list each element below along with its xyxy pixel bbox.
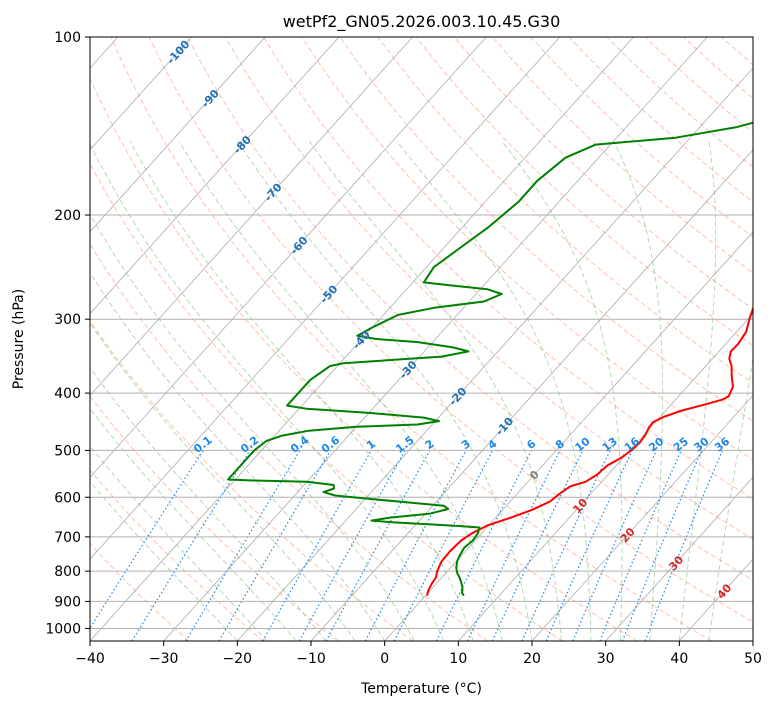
mixing-ratio-line — [298, 450, 406, 641]
mixing-ratio-line — [644, 450, 723, 641]
y-tick-label: 200 — [54, 208, 81, 224]
chart-title: wetPf2_GN05.2026.003.10.45.G30 — [283, 12, 561, 32]
sounding-series — [227, 121, 753, 597]
x-tick-label: −30 — [149, 651, 179, 667]
plot-background — [90, 37, 753, 641]
x-axis-ticks: −40 −30 −20 −10 0 10 20 30 40 50 — [75, 641, 762, 667]
y-tick-label: 400 — [54, 386, 81, 402]
y-tick-label: 500 — [54, 443, 81, 459]
dry-adiabat-line — [90, 243, 488, 641]
x-tick-label: 40 — [670, 651, 688, 667]
dry-adiabat-line — [186, 37, 753, 581]
mixing-ratio-line — [325, 450, 431, 641]
x-tick-label: 50 — [744, 651, 762, 667]
isotherm-line — [90, 37, 192, 151]
dry-adiabat-line — [90, 469, 264, 641]
isotherm-line — [163, 37, 708, 641]
x-tick-label: 30 — [597, 651, 615, 667]
mixing-ratio-line — [435, 450, 533, 641]
isotherm-line — [90, 37, 561, 560]
mixing-ratio-line — [262, 450, 372, 641]
y-axis-title: Pressure (hPa) — [11, 289, 27, 389]
dry-adiabat-line — [90, 76, 638, 641]
y-tick-label: 600 — [54, 490, 81, 506]
x-tick-label: −10 — [296, 651, 326, 667]
dry-adiabat-line — [90, 162, 563, 641]
isotherm-line — [458, 312, 753, 641]
isotherm-line — [90, 37, 340, 315]
mixing-ratio-line — [599, 450, 682, 641]
y-tick-label: 100 — [54, 30, 81, 46]
mixing-ratio-line — [621, 450, 703, 641]
isotherm-line — [384, 231, 753, 641]
y-axis-ticks: 100 200 300 400 500 600 700 800 900 1000 — [45, 30, 90, 637]
dry-adiabat-line — [263, 37, 753, 500]
dry-adiabat-line — [148, 37, 753, 623]
mixing-ratio-line — [545, 450, 633, 641]
x-tick-label: 0 — [380, 651, 389, 667]
mixing-ratio-line — [90, 450, 204, 630]
plot-frame — [89, 36, 754, 642]
isotherm-line — [310, 149, 753, 641]
dry-adiabat-line — [110, 37, 712, 641]
dry-adiabat-line — [339, 37, 753, 422]
x-tick-label: 20 — [523, 651, 541, 667]
x-tick-label: −40 — [75, 651, 105, 667]
y-tick-label: 300 — [54, 312, 81, 328]
isotherm-line — [90, 37, 634, 641]
isotherm-line — [90, 37, 487, 478]
pressure-gridlines — [90, 37, 753, 629]
isotherm-line — [531, 394, 753, 641]
y-tick-label: 1000 — [45, 621, 81, 637]
x-tick-label: −20 — [223, 651, 253, 667]
dry-adiabat-line — [453, 37, 753, 310]
isotherm-line — [90, 37, 413, 397]
y-tick-label: 700 — [54, 530, 81, 546]
mixing-ratio-line — [572, 450, 658, 641]
isotherm-line — [237, 67, 753, 641]
x-axis-title: Temperature (°C) — [360, 681, 482, 697]
mixing-ratio-line — [131, 450, 251, 641]
x-tick-label: 10 — [449, 651, 467, 667]
y-tick-label: 800 — [54, 564, 81, 580]
y-tick-label: 900 — [54, 594, 81, 610]
dewpoint-profile-line — [227, 121, 753, 597]
isotherm-line — [90, 37, 266, 233]
isotherm-line — [605, 476, 753, 641]
